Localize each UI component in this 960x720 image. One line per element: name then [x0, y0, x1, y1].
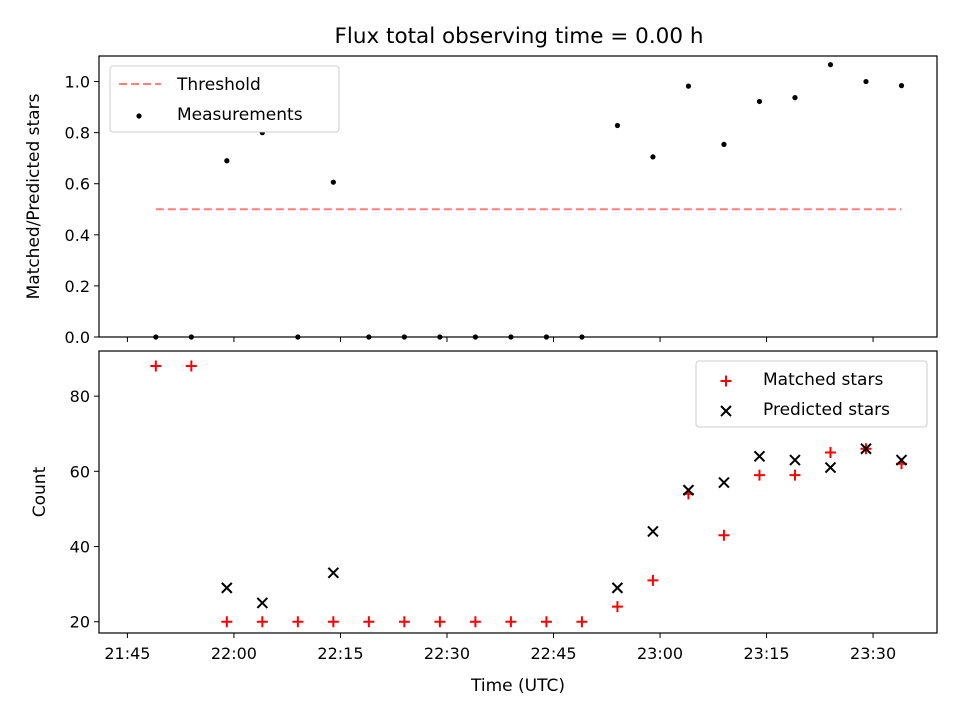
axes-frame	[98, 55, 938, 338]
measurement-point	[224, 158, 230, 164]
x-tick-label: 23:00	[637, 644, 683, 663]
legend-matched-label: Matched stars	[763, 370, 883, 390]
y-tick-label: 40	[70, 538, 90, 557]
predicted-stars-point	[718, 476, 730, 489]
x-tick-label: 22:00	[211, 644, 257, 663]
matched-stars-point	[363, 616, 375, 628]
x-tick-label: 22:30	[424, 644, 470, 663]
measurement-point	[721, 141, 727, 147]
matched-stars-point	[824, 447, 836, 459]
measurement-point	[330, 179, 336, 185]
matched-stars-point	[327, 616, 339, 628]
predicted-stars-point	[860, 443, 872, 455]
top-panel: 0.0 0.2 0.4 0.6 0.8 1.0 Matched/Predicted star…	[24, 55, 938, 347]
matched-stars-point	[434, 616, 446, 628]
measurement-point	[650, 154, 656, 160]
x-tick-label: 22:45	[530, 644, 576, 663]
predicted-stars-point	[327, 567, 340, 579]
matched-stars-point	[647, 574, 659, 586]
legend-box	[695, 360, 928, 428]
predicted-stars-point	[611, 582, 624, 594]
y-tick-label: 60	[70, 462, 90, 481]
measurement-point	[685, 83, 692, 89]
matched-stars-point	[789, 469, 801, 481]
x-axis-label: Time (UTC)	[470, 676, 565, 696]
matched-stars-point	[718, 529, 730, 541]
y-axis-label: Matched/Predicted stars	[24, 93, 44, 299]
matched-stars-point	[611, 601, 623, 613]
matched-stars-point	[469, 616, 481, 628]
x-tick-label: 22:15	[317, 644, 363, 663]
y-tick-label: 0.2	[65, 277, 90, 296]
predicted-stars-point	[256, 597, 269, 609]
y-tick-label: 0.0	[65, 328, 90, 347]
x-tick-label: 23:15	[744, 644, 790, 663]
y-axis-label: Count	[30, 466, 50, 517]
matched-stars-point	[540, 616, 552, 628]
axes-frame	[98, 350, 938, 634]
y-tick-label: 80	[70, 387, 90, 406]
measurement-point	[863, 78, 869, 85]
matched-stars-point	[753, 469, 765, 481]
matched-stars-point	[505, 616, 517, 628]
predicted-stars-point	[682, 484, 695, 496]
measurement-point	[827, 62, 834, 68]
y-tick-label: 0.6	[65, 175, 90, 194]
matched-stars-point	[292, 616, 304, 628]
measurement-point	[614, 122, 621, 129]
predicted-stars-point	[221, 582, 233, 594]
measurement-point	[756, 98, 763, 105]
predicted-stars-point	[824, 461, 837, 474]
y-tick-label: 0.4	[65, 226, 90, 245]
matched-stars-point	[576, 616, 588, 628]
measurement-point	[792, 95, 798, 101]
bottom-panel: 20 40 60 80 21:45 22:00 22:15 22:30 22:45 23:00 23…	[30, 350, 938, 696]
legend-predicted-label: Predicted stars	[763, 400, 890, 420]
legend-matched-swatch	[720, 375, 732, 387]
legend-measurements-label: Measurements	[177, 105, 303, 125]
legend-measurements-swatch	[136, 113, 142, 119]
measurement-point	[898, 83, 905, 89]
matched-stars-point	[150, 360, 162, 372]
x-tick-label: 23:30	[850, 644, 896, 663]
predicted-stars-point	[789, 454, 801, 466]
matched-stars-point	[185, 360, 197, 372]
legend-threshold-label: Threshold	[176, 75, 261, 95]
predicted-stars-point	[753, 450, 766, 462]
y-tick-label: 0.8	[65, 124, 90, 143]
legend-predicted-swatch	[720, 405, 732, 417]
x-tick-label: 21:45	[104, 644, 150, 663]
matched-stars-point	[398, 616, 410, 628]
matched-stars-point	[256, 616, 268, 628]
y-tick-label: 1.0	[65, 73, 90, 92]
legend-box	[109, 65, 340, 133]
y-tick-label: 20	[70, 613, 90, 632]
predicted-stars-point	[895, 454, 908, 466]
predicted-stars-point	[647, 525, 659, 538]
figure-title: Flux total observing time = 0.00 h	[335, 24, 704, 49]
matched-stars-point	[221, 616, 233, 628]
